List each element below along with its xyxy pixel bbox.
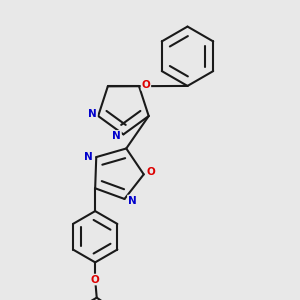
Text: N: N <box>112 131 121 141</box>
Text: O: O <box>91 274 100 284</box>
Text: O: O <box>142 80 150 90</box>
Text: N: N <box>88 109 97 118</box>
Text: O: O <box>146 167 155 177</box>
Text: N: N <box>84 152 93 162</box>
Text: N: N <box>128 196 137 206</box>
